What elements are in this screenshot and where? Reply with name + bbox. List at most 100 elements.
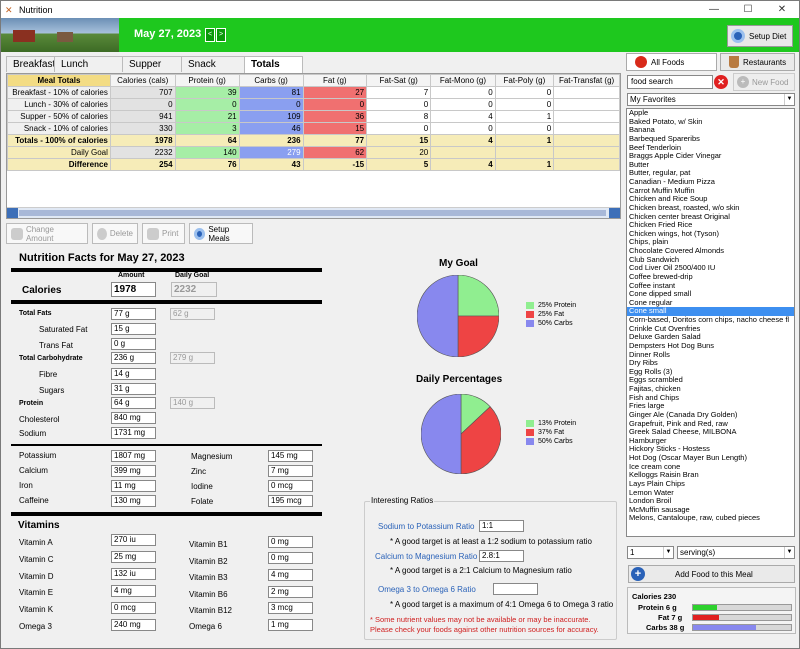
- clear-search-icon[interactable]: ✕: [714, 75, 728, 89]
- food-list-item[interactable]: Coffee brewed-drip: [629, 271, 693, 281]
- table-cell: 64: [174, 134, 240, 147]
- food-list-item[interactable]: Dry Ribs: [629, 358, 658, 368]
- food-list-item[interactable]: Chocolate Covered Almonds: [629, 246, 725, 255]
- food-list-item[interactable]: Dempsters Hot Dog Buns: [629, 340, 715, 350]
- column-header[interactable]: Fat-Transfat (g): [553, 74, 620, 87]
- minimize-button[interactable]: —: [709, 4, 719, 15]
- food-list-item[interactable]: Butter, regular, pat: [629, 168, 691, 178]
- food-list-item[interactable]: London Broil: [629, 496, 672, 506]
- food-list-item[interactable]: McMuffin sausage: [629, 504, 690, 514]
- food-list-item[interactable]: Lays Plain Chips: [629, 478, 685, 488]
- column-header[interactable]: Fat (g): [302, 74, 368, 87]
- all-foods-button[interactable]: All Foods: [626, 53, 717, 71]
- food-list-item[interactable]: Chicken wings, hot (Tyson): [629, 228, 720, 238]
- category-dropdown[interactable]: My Favorites ▼: [627, 93, 795, 106]
- food-list-item[interactable]: Eggs scrambled: [629, 375, 683, 385]
- food-list-item[interactable]: Chips, plain: [629, 237, 669, 247]
- meal-totals-grid[interactable]: Meal Totals Calories (cals) Protein (g) …: [6, 73, 621, 219]
- food-list-item[interactable]: Ginger Ale (Canada Dry Golden): [629, 409, 738, 419]
- food-list-item[interactable]: Egg Rolls (3): [629, 366, 673, 376]
- tab-totals[interactable]: Totals: [244, 56, 303, 73]
- food-search-input[interactable]: food search: [627, 75, 713, 89]
- food-list-item[interactable]: Carrot Muffin Muffin: [629, 185, 695, 195]
- food-list-item[interactable]: Chicken breast, roasted, w/o skin: [629, 202, 740, 212]
- table-row[interactable]: Difference 254 76 43 -15 5 4 1: [7, 158, 620, 171]
- tab-supper[interactable]: Supper: [122, 56, 182, 72]
- food-list-item[interactable]: Fajitas, chicken: [629, 384, 681, 393]
- food-list-item[interactable]: Fish and Chips: [629, 392, 680, 402]
- food-list-item[interactable]: Corn-based, Doritos corn chips, nacho ch…: [629, 315, 790, 324]
- table-row[interactable]: Lunch - 30% of calories 0 0 0 0 0 0 0: [7, 98, 620, 111]
- next-day-button[interactable]: >: [216, 28, 226, 42]
- tab-breakfast[interactable]: Breakfast: [6, 56, 55, 72]
- scroll-right-arrow[interactable]: [609, 208, 620, 218]
- food-list-item[interactable]: Hot Dog (Oscar Mayer Bun Length): [629, 453, 747, 462]
- food-list-item[interactable]: Barbequed Spareribs: [629, 133, 700, 143]
- food-list-item[interactable]: Deluxe Garden Salad: [629, 332, 701, 342]
- food-list-item[interactable]: Club Sandwich: [629, 254, 680, 264]
- food-list-item[interactable]: Baked Potato, w/ Skin: [629, 116, 703, 126]
- table-row[interactable]: Supper - 50% of calories 941 21 109 36 8 4 1: [7, 110, 620, 123]
- table-row[interactable]: Breakfast - 10% of calories 707 39 81 27 7 0 0: [7, 86, 620, 99]
- previous-day-button[interactable]: <: [205, 28, 215, 42]
- food-list-item[interactable]: Ice cream cone: [629, 461, 681, 471]
- food-list-item[interactable]: Kelloggs Raisin Bran: [629, 470, 699, 480]
- vitamin-b6-amount: 2 mg: [268, 586, 313, 598]
- horizontal-scrollbar[interactable]: [7, 207, 620, 218]
- food-list[interactable]: Apple Baked Potato, w/ Skin Banana Barbeque…: [626, 108, 795, 537]
- unit-dropdown[interactable]: serving(s) ▼: [677, 546, 795, 559]
- tab-snack[interactable]: Snack: [181, 56, 245, 72]
- food-list-item[interactable]: Grapefruit, Pink and Red, raw: [629, 418, 728, 428]
- column-header[interactable]: Fat-Poly (g): [494, 74, 555, 87]
- food-list-item[interactable]: Chicken center breast Original: [629, 211, 730, 221]
- empty-cell: [175, 195, 239, 207]
- restaurants-label: Restaurants: [743, 57, 787, 67]
- restaurants-button[interactable]: Restaurants: [720, 53, 795, 71]
- food-list-item[interactable]: Braggs Apple Cider Vinegar: [629, 151, 722, 161]
- setup-diet-button[interactable]: Setup Diet: [727, 25, 793, 47]
- food-list-item[interactable]: Beef Tenderloin: [629, 142, 681, 152]
- food-list-item[interactable]: Greek Salad Cheese, MILBONA: [629, 427, 737, 437]
- tab-lunch[interactable]: Lunch: [54, 56, 123, 72]
- food-list-item[interactable]: Lemon Water: [629, 487, 674, 497]
- food-list-item[interactable]: Melons, Cantaloupe, raw, cubed pieces: [629, 513, 760, 523]
- food-list-item[interactable]: Dinner Rolls: [629, 349, 670, 359]
- food-list-item[interactable]: Apple: [629, 108, 649, 117]
- table-row[interactable]: Totals - 100% of calories 1978 64 236 77 15 4 1: [7, 134, 620, 147]
- delete-button[interactable]: Delete: [92, 223, 138, 244]
- setup-meals-button[interactable]: Setup Meals: [189, 223, 253, 244]
- food-list-item[interactable]: Cone regular: [629, 297, 673, 307]
- column-header[interactable]: Fat-Sat (g): [366, 74, 432, 87]
- new-food-button[interactable]: + New Food: [733, 73, 795, 91]
- scrollbar-thumb[interactable]: [19, 210, 606, 216]
- add-food-button[interactable]: + Add Food to this Meal: [628, 565, 795, 583]
- empty-cell: [367, 171, 431, 183]
- food-list-item[interactable]: Fries large: [629, 401, 665, 411]
- column-header[interactable]: Carbs (g): [238, 74, 304, 87]
- food-list-item[interactable]: Canadian - Medium Pizza: [629, 177, 715, 186]
- food-list-item[interactable]: Crinkle Cut Ovenfries: [629, 323, 701, 333]
- table-row[interactable]: Snack - 10% of calories 330 3 46 15 0 0 0: [7, 122, 620, 135]
- column-header[interactable]: Fat-Mono (g): [430, 74, 496, 87]
- food-list-item[interactable]: Coffee instant: [629, 280, 676, 290]
- close-button[interactable]: ✕: [777, 4, 787, 15]
- food-list-item[interactable]: Chicken Fried Rice: [629, 220, 693, 230]
- column-header[interactable]: Calories (cals): [109, 74, 176, 87]
- food-list-item[interactable]: Cone small: [627, 307, 794, 316]
- table-row[interactable]: Daily Goal 2232 140 279 62 20: [7, 146, 620, 159]
- food-list-item[interactable]: Chicken and Rice Soup: [629, 194, 708, 204]
- maximize-button[interactable]: ☐: [743, 4, 753, 15]
- food-list-item[interactable]: Cone dipped small: [629, 289, 692, 299]
- change-amount-button[interactable]: Change Amount: [6, 223, 88, 244]
- food-list-item[interactable]: Hamburger: [629, 435, 667, 445]
- quantity-dropdown[interactable]: 1 ▼: [627, 546, 674, 559]
- food-list-item[interactable]: Cod Liver Oil 2500/400 IU: [629, 263, 716, 273]
- gear-icon: [194, 227, 206, 240]
- food-list-item[interactable]: Banana: [629, 125, 655, 135]
- print-button[interactable]: Print: [142, 223, 185, 244]
- food-list-item[interactable]: Butter: [629, 159, 650, 169]
- scroll-left-arrow[interactable]: [7, 208, 18, 218]
- column-header[interactable]: Protein (g): [174, 74, 240, 87]
- food-list-item[interactable]: Hickory Sticks - Hostess: [629, 444, 710, 454]
- carbohydrate-goal: 279 g: [170, 352, 215, 364]
